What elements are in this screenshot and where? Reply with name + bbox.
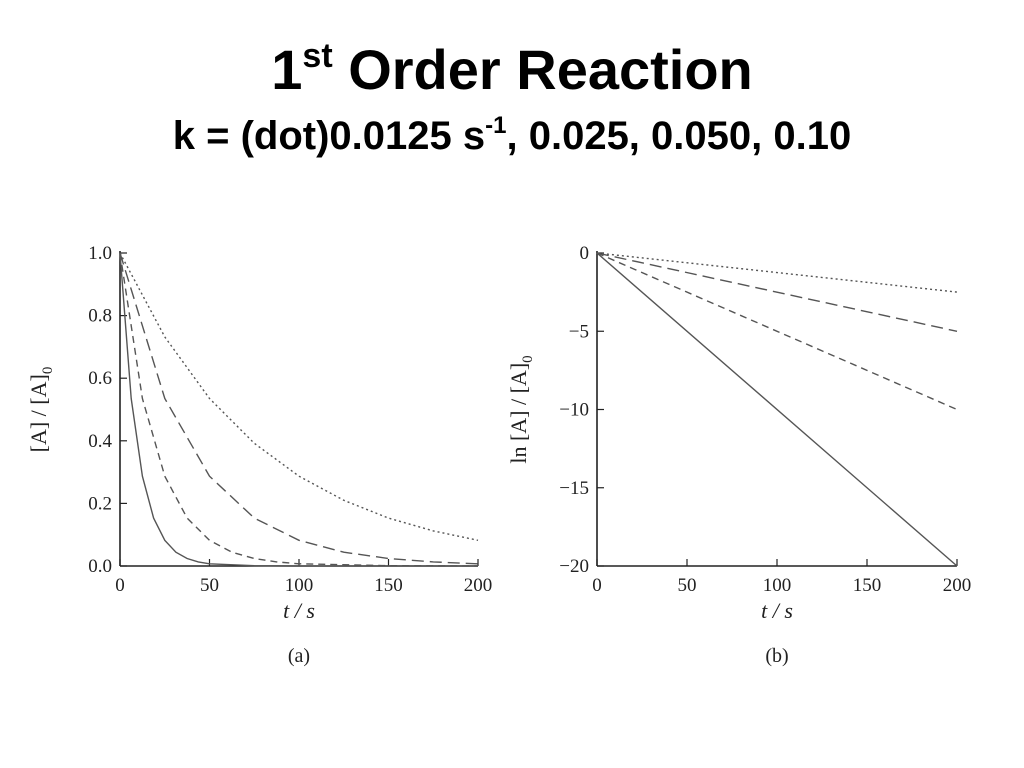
title-superscript: st — [302, 37, 333, 75]
chart-b-y-tick-label: −5 — [569, 321, 589, 342]
chart-a-y-tick-label: 1.0 — [88, 243, 112, 264]
chart-a-series-line — [119, 252, 478, 567]
slide-subtitle: k = (dot)0.0125 s-1, 0.025, 0.050, 0.10 — [0, 112, 1024, 160]
chart-a-series-line — [119, 252, 479, 565]
chart-a-series-line — [119, 252, 479, 541]
chart-a-y-axis-label-text: [A] / [A] — [26, 374, 51, 452]
chart-a-panel-label: (a) — [288, 645, 310, 667]
subtitle-suffix: , 0.025, 0.050, 0.10 — [506, 114, 852, 158]
chart-a-x-tick-label: 0 — [115, 575, 125, 596]
chart-a-y-tick-label: 0.0 — [88, 556, 112, 577]
chart-a-x-tick-label: 50 — [200, 575, 219, 596]
chart-b-x-tick-label: 50 — [678, 575, 697, 596]
subtitle-prefix: k = (dot)0.0125 s — [172, 114, 486, 158]
title-main: 1 — [271, 38, 303, 101]
chart-a-series-line — [119, 252, 479, 567]
chart-b-series-line — [596, 252, 958, 411]
slide-title: 1st Order Reaction — [0, 38, 1024, 102]
chart-a-y-tick-label: 0.6 — [88, 368, 112, 389]
chart-b: 0 50 100 150 200 0 −5 −10 −15 −20 t / s ln [A] / [A… — [506, 243, 971, 667]
chart-a-x-tick-label: 200 — [464, 575, 493, 596]
title-rest: Order Reaction — [332, 38, 753, 101]
chart-a-x-tick-label: 100 — [285, 575, 314, 596]
chart-a: 0 50 100 150 200 0.0 0.2 0.4 0.6 0.8 1.0 t / s [A] /… — [26, 243, 492, 667]
chart-b-x-tick-label: 100 — [763, 575, 792, 596]
chart-b-x-axis-label: t / s — [761, 598, 793, 623]
chart-b-y-tick-label: −10 — [559, 400, 589, 421]
chart-a-y-tick-label: 0.8 — [88, 306, 112, 327]
chart-b-y-tick-label: −20 — [559, 556, 589, 577]
chart-a-x-axis-label: t / s — [283, 598, 315, 623]
chart-b-panel-label: (b) — [765, 645, 788, 667]
chart-b-x-tick-label: 200 — [943, 575, 972, 596]
chart-b-x-tick-label: 0 — [592, 575, 602, 596]
chart-a-y-axis-label-subscript: 0 — [40, 367, 56, 375]
chart-b-y-axis-label-subscript: 0 — [520, 355, 536, 363]
chart-b-series-line — [596, 252, 958, 567]
chart-a-x-tick-label: 150 — [374, 575, 403, 596]
subtitle-superscript: -1 — [485, 112, 507, 139]
chart-b-y-tick-label: −15 — [559, 478, 589, 499]
chart-b-x-tick-label: 150 — [853, 575, 882, 596]
chart-b-series-line — [596, 252, 958, 293]
chart-a-y-tick-label: 0.4 — [88, 431, 112, 452]
chart-b-y-tick-label: 0 — [580, 243, 590, 264]
chart-b-series-line — [596, 252, 958, 332]
chart-b-y-axis-label: ln [A] / [A]0 — [506, 355, 536, 463]
chart-b-y-axis-label-text: ln [A] / [A] — [506, 363, 531, 464]
chart-a-y-axis-label: [A] / [A]0 — [26, 367, 56, 453]
chart-a-y-tick-label: 0.2 — [88, 493, 112, 514]
